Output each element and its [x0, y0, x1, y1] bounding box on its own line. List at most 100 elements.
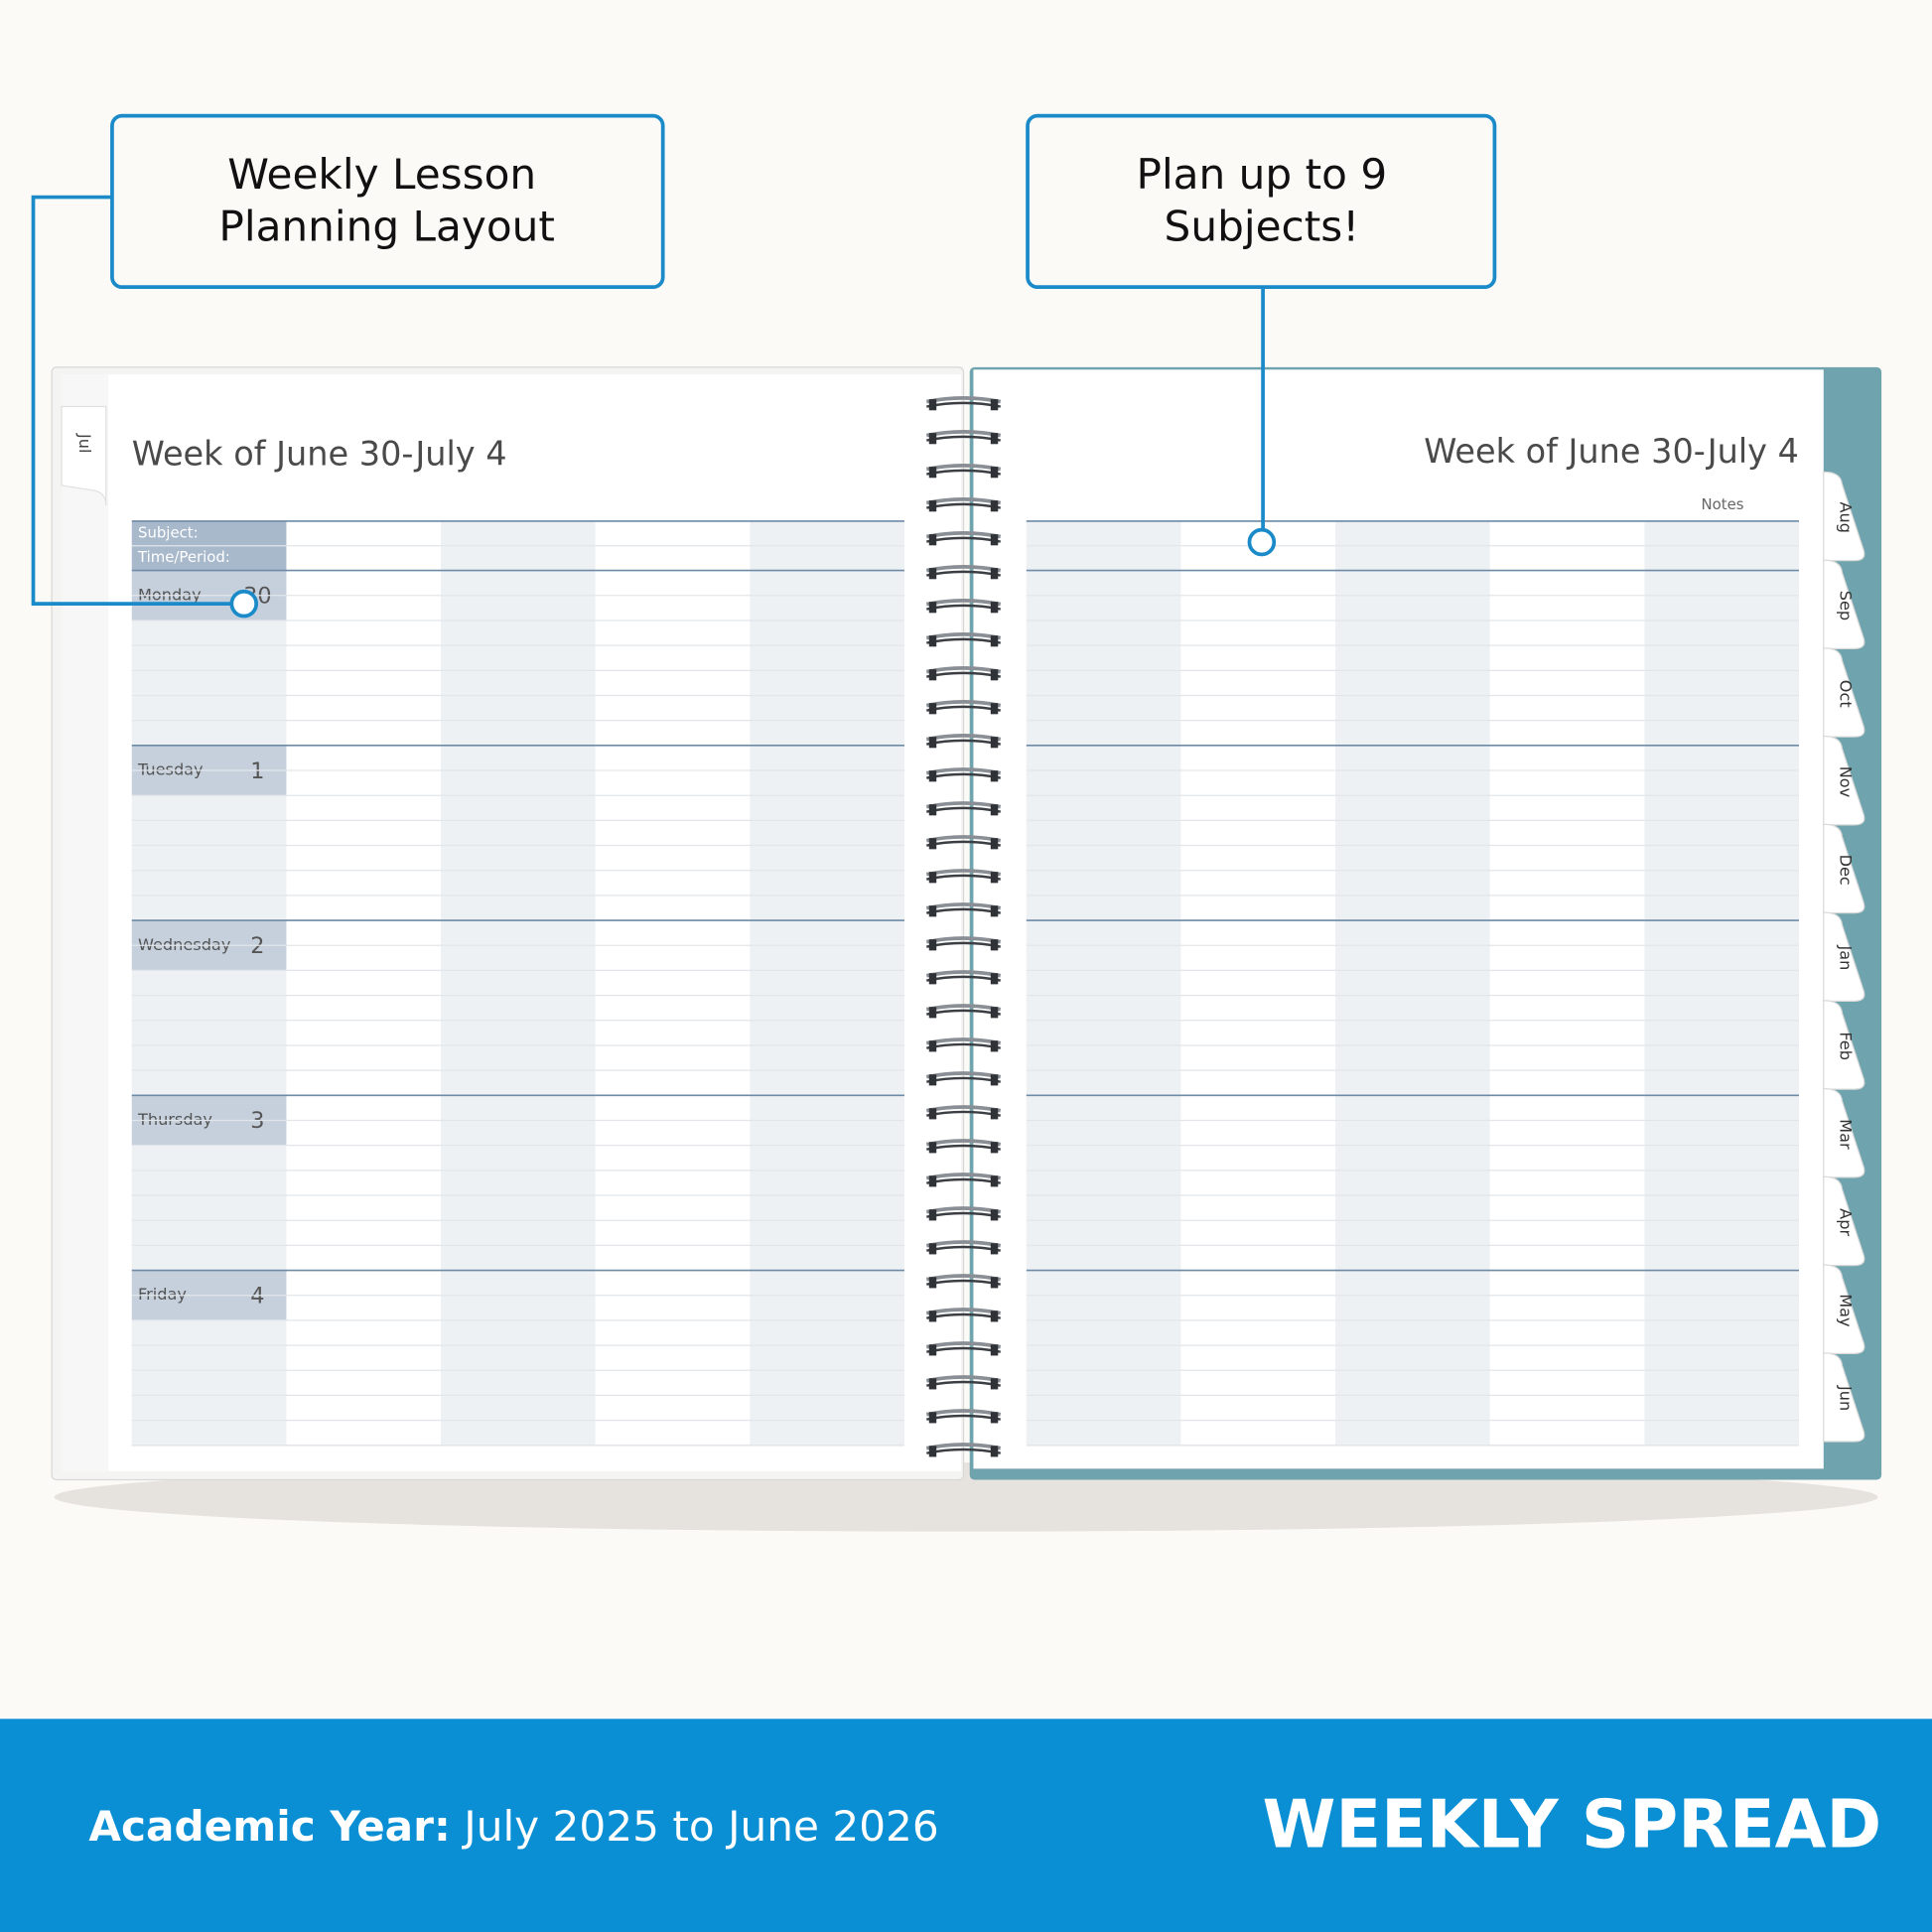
jul-tab [61, 405, 107, 505]
hole [990, 1412, 999, 1424]
tab-label: May [1836, 1294, 1855, 1327]
month-tabs: Aug Sep Oct Nov Dec Jan Feb Mar Apr May Jun [1823, 471, 1865, 1443]
column-shade [1335, 520, 1490, 1446]
hole [928, 905, 937, 917]
column-shade [1026, 520, 1181, 1446]
hole [928, 602, 937, 614]
hole [990, 939, 999, 951]
tab [1823, 1000, 1865, 1090]
tab-label: Nov [1836, 766, 1855, 798]
day-date: 1 [250, 759, 264, 784]
hole [990, 1277, 999, 1289]
tab-label: Apr [1836, 1208, 1855, 1236]
hole [928, 669, 937, 681]
hole [928, 939, 937, 951]
page-title: Week of June 30-July 4 [1424, 432, 1799, 471]
hole [990, 770, 999, 782]
column-shade [750, 520, 904, 1446]
callout-dot [1247, 527, 1277, 557]
page-title: Week of June 30-July 4 [132, 435, 507, 474]
tab-label: Jan [1836, 945, 1855, 971]
hole [928, 1209, 937, 1221]
hole [990, 1007, 999, 1019]
hole [990, 399, 999, 411]
callout-connectors [31, 195, 1277, 619]
callout-box [1026, 113, 1497, 290]
hole [990, 905, 999, 917]
hole [990, 1243, 999, 1255]
callout-text: Planning Layout [218, 202, 555, 250]
footer-range: July 2025 to June 2026 [461, 1801, 938, 1850]
hole [990, 1446, 999, 1457]
tab-label: Sep [1836, 591, 1855, 621]
hole [928, 1311, 937, 1322]
hole [990, 1209, 999, 1221]
day-name: Wednesday [138, 935, 231, 954]
callout-text: Plan up to 9 [1137, 150, 1388, 199]
tab [1823, 735, 1865, 826]
tab [1823, 911, 1865, 1002]
hole [990, 1142, 999, 1154]
hole [928, 635, 937, 647]
hole [928, 1175, 937, 1187]
tab-label: Mar [1836, 1119, 1855, 1150]
hole [990, 1378, 999, 1390]
hole [990, 1344, 999, 1356]
footer-title: WEEKLY SPREAD [1262, 1785, 1881, 1863]
callout-text: Subjects! [1165, 202, 1360, 250]
footer-text: Academic Year: July 2025 to June 2026 [88, 1801, 938, 1850]
hole [928, 872, 937, 884]
hole [928, 1040, 937, 1052]
notes-label: Notes [1702, 495, 1744, 513]
hole [990, 1040, 999, 1052]
tab [1823, 1352, 1865, 1443]
hole [990, 602, 999, 614]
hole [928, 1074, 937, 1086]
hole [928, 1142, 937, 1154]
footer-band [0, 1719, 1932, 1932]
hole [990, 500, 999, 512]
tab [1823, 647, 1865, 738]
hole [928, 770, 937, 782]
hole [928, 1277, 937, 1289]
tab-label: Jun [1836, 1385, 1855, 1411]
day-name: Thursday [137, 1110, 212, 1129]
day-date: 2 [250, 933, 264, 959]
hole [928, 737, 937, 749]
hole [990, 838, 999, 850]
connector [31, 195, 232, 606]
tab [1823, 471, 1865, 562]
hole [928, 1108, 937, 1120]
tab [1823, 1175, 1865, 1267]
day-name: Tuesday [137, 760, 204, 779]
day-name: Monday [138, 585, 202, 604]
hole [990, 1175, 999, 1187]
hole [928, 838, 937, 850]
spiral-binding [925, 396, 1002, 1457]
hole [990, 1074, 999, 1086]
hole [928, 433, 937, 445]
tab [1823, 1264, 1865, 1354]
hole [990, 467, 999, 479]
hole [990, 534, 999, 546]
hole [990, 433, 999, 445]
hole [928, 1007, 937, 1019]
header-label: Time/Period: [137, 548, 230, 566]
tab-label: Oct [1836, 680, 1855, 708]
hole [990, 1311, 999, 1322]
tab [1823, 559, 1865, 650]
callout-box [110, 113, 665, 290]
hole [928, 500, 937, 512]
hole [990, 737, 999, 749]
tab-label: Dec [1836, 855, 1855, 886]
hole [928, 1446, 937, 1457]
tab-label: Jul [75, 433, 94, 453]
tab [1823, 823, 1865, 914]
hole [990, 804, 999, 816]
column-shade [441, 520, 596, 1446]
callout-text: Weekly Lesson [227, 150, 536, 199]
hole [990, 669, 999, 681]
footer-label: Academic Year: [88, 1801, 451, 1850]
